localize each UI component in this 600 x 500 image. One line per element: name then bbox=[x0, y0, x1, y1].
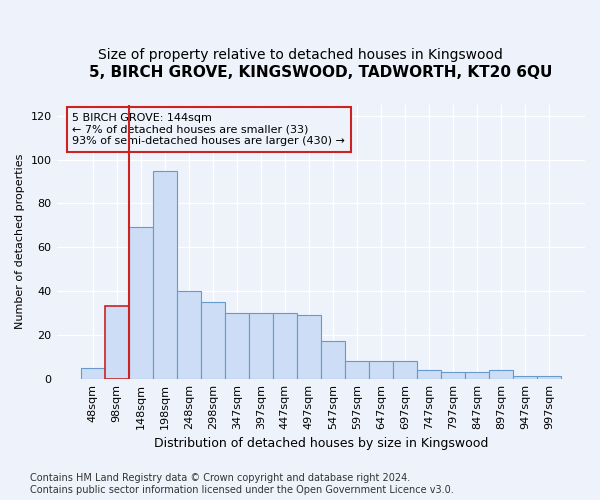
Bar bbox=[273, 313, 297, 378]
Title: 5, BIRCH GROVE, KINGSWOOD, TADWORTH, KT20 6QU: 5, BIRCH GROVE, KINGSWOOD, TADWORTH, KT2… bbox=[89, 65, 553, 80]
Bar bbox=[345, 361, 369, 378]
X-axis label: Distribution of detached houses by size in Kingswood: Distribution of detached houses by size … bbox=[154, 437, 488, 450]
Bar bbox=[249, 313, 273, 378]
Bar bbox=[80, 368, 104, 378]
Bar bbox=[297, 315, 321, 378]
Bar bbox=[465, 372, 489, 378]
Bar bbox=[369, 361, 393, 378]
Bar bbox=[537, 376, 561, 378]
Bar bbox=[441, 372, 465, 378]
Bar bbox=[321, 342, 345, 378]
Text: 5 BIRCH GROVE: 144sqm
← 7% of detached houses are smaller (33)
93% of semi-detac: 5 BIRCH GROVE: 144sqm ← 7% of detached h… bbox=[73, 113, 345, 146]
Bar bbox=[224, 313, 249, 378]
Bar bbox=[513, 376, 537, 378]
Text: Contains HM Land Registry data © Crown copyright and database right 2024.
Contai: Contains HM Land Registry data © Crown c… bbox=[30, 474, 454, 495]
Bar bbox=[489, 370, 513, 378]
Bar bbox=[417, 370, 441, 378]
Bar bbox=[128, 228, 152, 378]
Y-axis label: Number of detached properties: Number of detached properties bbox=[15, 154, 25, 330]
Text: Size of property relative to detached houses in Kingswood: Size of property relative to detached ho… bbox=[98, 48, 502, 62]
Bar bbox=[393, 361, 417, 378]
Bar bbox=[200, 302, 224, 378]
Bar bbox=[176, 291, 200, 378]
Bar bbox=[152, 170, 176, 378]
Bar bbox=[104, 306, 128, 378]
